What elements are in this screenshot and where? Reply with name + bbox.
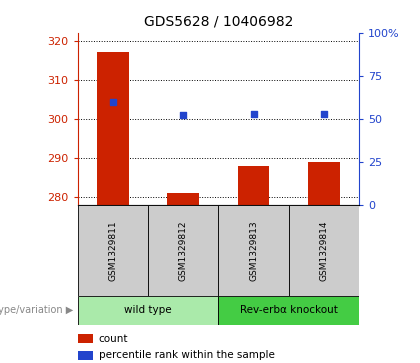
- Text: GSM1329812: GSM1329812: [179, 220, 188, 281]
- FancyBboxPatch shape: [218, 205, 289, 296]
- Point: [320, 111, 327, 117]
- FancyBboxPatch shape: [148, 205, 218, 296]
- Point: [110, 99, 116, 105]
- Text: GSM1329811: GSM1329811: [108, 220, 117, 281]
- Bar: [78, 334, 93, 343]
- Bar: [97, 52, 129, 205]
- Text: percentile rank within the sample: percentile rank within the sample: [99, 350, 275, 360]
- Point: [250, 111, 257, 117]
- Bar: [308, 162, 340, 205]
- FancyBboxPatch shape: [289, 205, 359, 296]
- Title: GDS5628 / 10406982: GDS5628 / 10406982: [144, 15, 293, 29]
- FancyBboxPatch shape: [78, 205, 148, 296]
- Text: genotype/variation ▶: genotype/variation ▶: [0, 305, 74, 315]
- Bar: [78, 351, 93, 360]
- FancyBboxPatch shape: [78, 296, 218, 325]
- Text: count: count: [99, 334, 128, 344]
- Text: GSM1329813: GSM1329813: [249, 220, 258, 281]
- Text: wild type: wild type: [124, 305, 172, 315]
- Text: GSM1329814: GSM1329814: [320, 220, 328, 281]
- Bar: [238, 166, 269, 205]
- Bar: [168, 193, 199, 205]
- FancyBboxPatch shape: [218, 296, 359, 325]
- Text: Rev-erbα knockout: Rev-erbα knockout: [240, 305, 338, 315]
- Point: [180, 113, 186, 118]
